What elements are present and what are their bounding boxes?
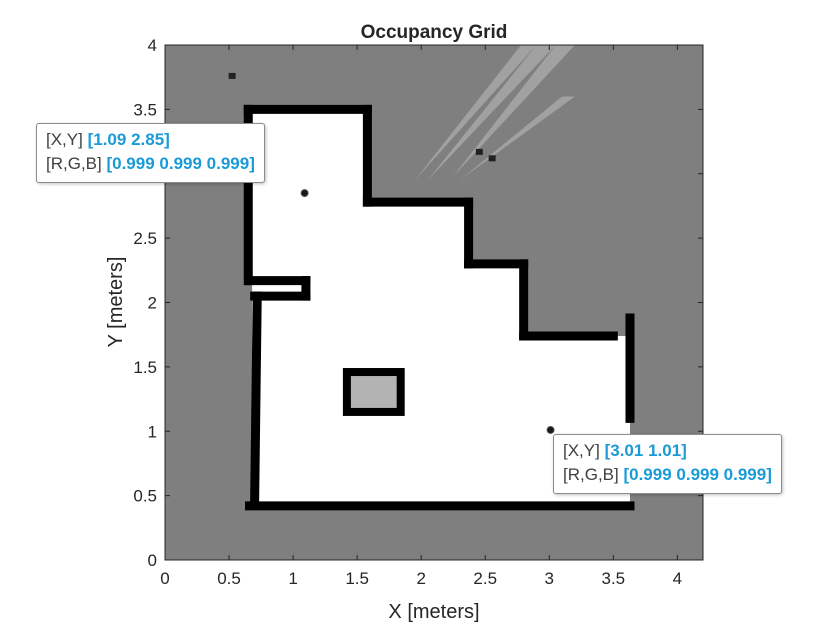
- x-tick-label: 1.5: [345, 569, 369, 588]
- datatip-marker: [300, 189, 309, 198]
- x-tick-label: 4: [673, 569, 682, 588]
- datatip-xy-value: [3.01 1.01]: [604, 441, 687, 460]
- sensor-ray: [427, 45, 556, 181]
- sensor-rays: [414, 45, 575, 181]
- datatip-rgb-label: [R,G,B]: [563, 465, 619, 484]
- datatip-markers: [300, 189, 555, 434]
- x-axis-label: X [meters]: [388, 601, 479, 623]
- obstacle-box: [342, 368, 405, 416]
- y-tick-label: 2: [148, 294, 157, 313]
- x-tick-label: 1: [288, 569, 297, 588]
- datatip-xy-label: [X,Y]: [46, 130, 83, 149]
- datatip-1[interactable]: [X,Y] [1.09 2.85] [R,G,B] [0.999 0.999 0…: [36, 123, 265, 183]
- datatip-marker: [546, 425, 555, 434]
- wall-segment: [250, 291, 262, 503]
- occupied-cell: [475, 148, 483, 155]
- y-tick-label: 1.5: [133, 358, 157, 377]
- x-axis: 0 0.5 1 1.5 2 2.5 3 3.5 4: [160, 45, 682, 588]
- datatip-rgb-label: [R,G,B]: [46, 154, 102, 173]
- x-tick-label: 0: [160, 569, 169, 588]
- datatip-xy-value: [1.09 2.85]: [87, 130, 170, 149]
- datatip-rgb-value: [0.999 0.999 0.999]: [106, 154, 255, 173]
- datatip-rgb-value: [0.999 0.999 0.999]: [623, 465, 772, 484]
- x-tick-label: 3.5: [602, 569, 626, 588]
- plot-area[interactable]: [165, 45, 703, 560]
- y-tick-label: 0.5: [133, 487, 157, 506]
- walls: [243, 104, 635, 511]
- sensor-ray: [414, 45, 537, 181]
- occupied-cell: [228, 72, 236, 79]
- x-tick-label: 2: [416, 569, 425, 588]
- y-tick-label: 2.5: [133, 229, 157, 248]
- y-axis-label: Y [meters]: [105, 257, 127, 348]
- sensor-ray: [453, 45, 575, 177]
- y-tick-label: 0: [148, 551, 157, 570]
- y-tick-label: 3.5: [133, 100, 157, 119]
- y-tick-label: 1: [148, 422, 157, 441]
- datatip-2[interactable]: [X,Y] [3.01 1.01] [R,G,B] [0.999 0.999 0…: [553, 434, 782, 494]
- x-tick-label: 3: [545, 569, 554, 588]
- x-tick-label: 2.5: [473, 569, 497, 588]
- sensor-ray: [459, 96, 575, 181]
- datatip-xy-label: [X,Y]: [563, 441, 600, 460]
- y-tick-label: 4: [148, 36, 157, 55]
- occupied-cell: [488, 155, 496, 162]
- chart-title: Occupancy Grid: [361, 22, 508, 43]
- x-tick-label: 0.5: [217, 569, 241, 588]
